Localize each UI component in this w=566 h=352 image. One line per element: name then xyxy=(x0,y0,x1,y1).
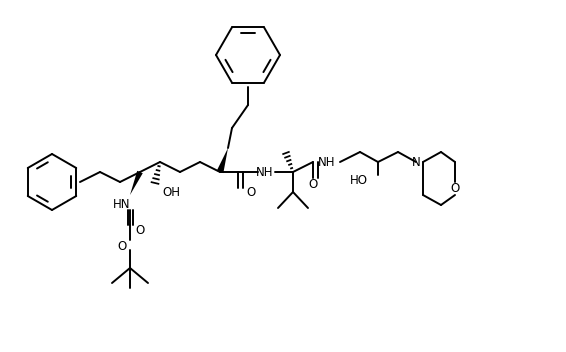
Text: O: O xyxy=(451,182,460,195)
Text: O: O xyxy=(308,178,318,191)
Text: O: O xyxy=(117,239,127,252)
Polygon shape xyxy=(130,171,143,195)
Text: OH: OH xyxy=(162,186,180,199)
Text: O: O xyxy=(135,224,145,237)
Text: HN: HN xyxy=(113,197,131,210)
Text: HO: HO xyxy=(350,174,368,187)
Text: N: N xyxy=(411,156,421,169)
Polygon shape xyxy=(217,148,228,173)
Text: NH: NH xyxy=(256,165,274,178)
Text: NH: NH xyxy=(318,156,336,169)
Text: O: O xyxy=(246,187,255,200)
